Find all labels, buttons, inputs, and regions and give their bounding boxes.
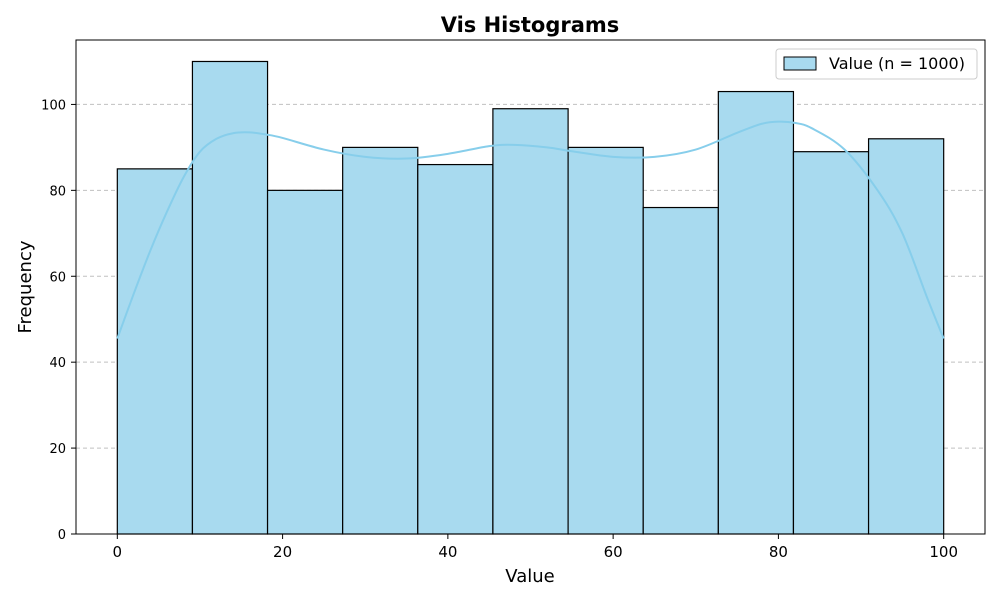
histogram-bar bbox=[792, 151, 870, 535]
chart-title: Vis Histograms bbox=[441, 13, 620, 37]
x-tick-label: 60 bbox=[604, 543, 623, 561]
histogram-bar bbox=[417, 163, 494, 535]
y-tick-label: 60 bbox=[49, 270, 66, 285]
histogram-bars bbox=[116, 60, 945, 535]
histogram-bar bbox=[642, 206, 719, 535]
legend-label: Value (n = 1000) bbox=[829, 54, 965, 73]
histogram-bar bbox=[342, 146, 419, 535]
y-axis-label: Frequency bbox=[15, 240, 36, 333]
y-axis-ticks: 0 20 40 60 80 100 bbox=[41, 98, 76, 543]
y-tick-label: 0 bbox=[58, 528, 66, 543]
x-axis-ticks: 0 20 40 60 80 100 bbox=[113, 534, 958, 561]
histogram-bar bbox=[492, 108, 569, 535]
x-tick-label: 0 bbox=[113, 543, 123, 561]
y-tick-label: 80 bbox=[49, 184, 66, 199]
legend-swatch bbox=[783, 56, 817, 71]
y-tick-label: 100 bbox=[41, 98, 66, 113]
legend: Value (n = 1000) bbox=[775, 48, 978, 80]
x-axis-label: Value bbox=[505, 566, 554, 587]
legend-box bbox=[775, 48, 978, 80]
histogram-bar bbox=[867, 138, 945, 535]
y-tick-label: 40 bbox=[49, 356, 66, 371]
x-tick-label: 20 bbox=[273, 543, 292, 561]
x-tick-label: 40 bbox=[438, 543, 457, 561]
plot-frame bbox=[75, 39, 986, 535]
histogram-bar bbox=[567, 146, 644, 535]
x-tick-label: 100 bbox=[929, 543, 958, 561]
kde-curve bbox=[116, 120, 945, 339]
x-tick-label: 80 bbox=[769, 543, 788, 561]
histogram-bar bbox=[116, 168, 194, 535]
y-tick-label: 20 bbox=[49, 442, 66, 457]
histogram-bar bbox=[717, 90, 795, 535]
histogram-bar bbox=[266, 189, 344, 535]
kde-curve-group bbox=[116, 120, 945, 339]
